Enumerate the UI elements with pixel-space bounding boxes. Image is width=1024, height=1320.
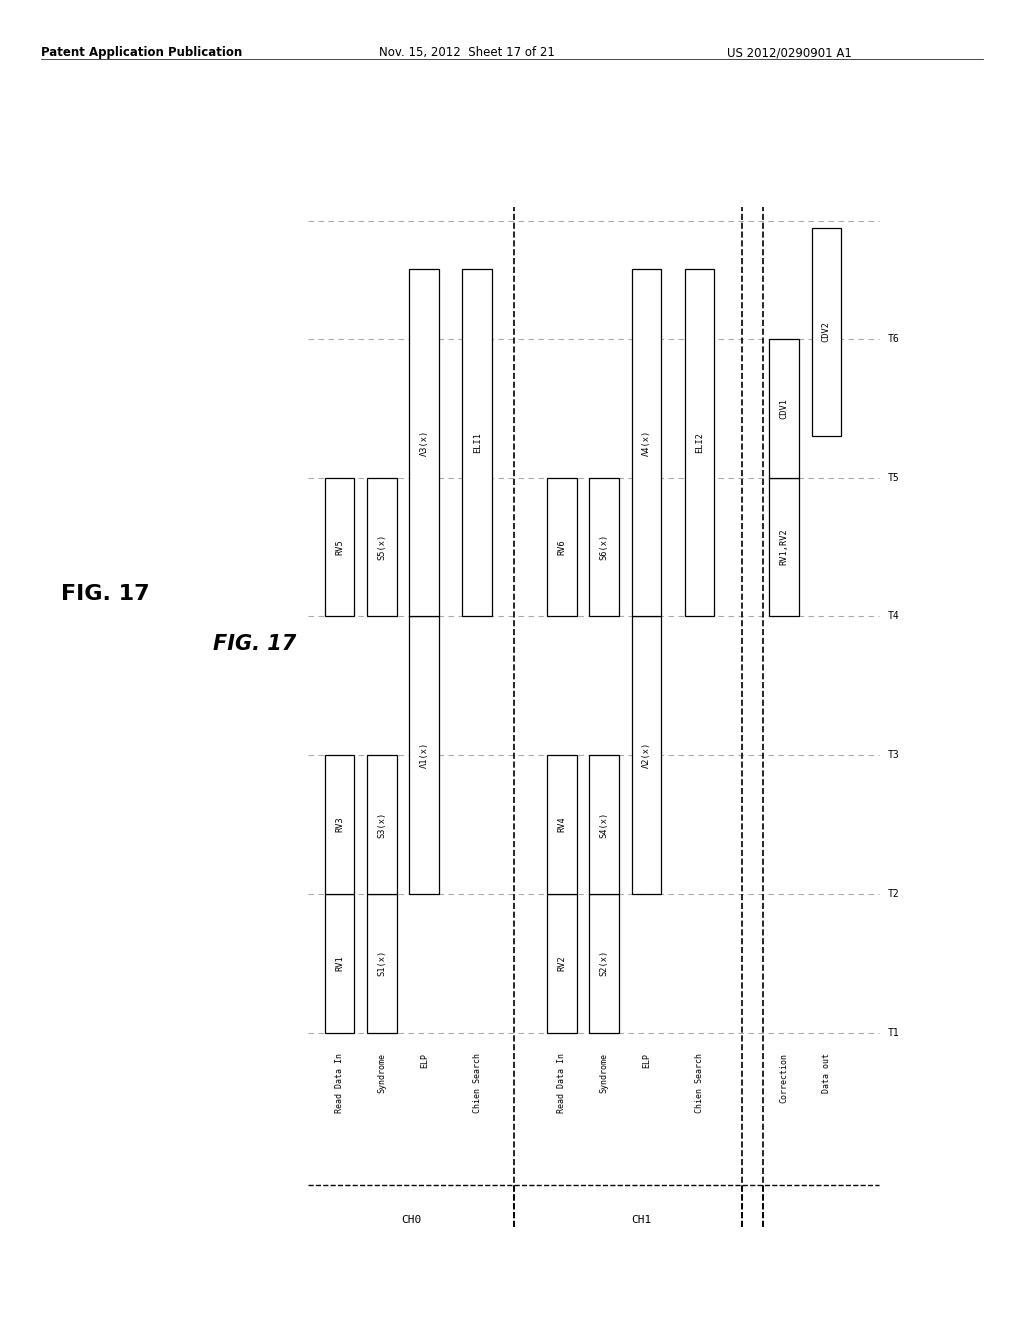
Bar <box>410 616 439 894</box>
Text: FIG. 17: FIG. 17 <box>61 583 151 605</box>
Text: RV6: RV6 <box>557 539 566 554</box>
Text: S2(x): S2(x) <box>600 950 608 977</box>
Bar <box>325 894 354 1032</box>
Text: FIG. 17: FIG. 17 <box>213 634 297 655</box>
Text: T3: T3 <box>888 750 899 760</box>
Text: US 2012/0290901 A1: US 2012/0290901 A1 <box>727 46 852 59</box>
Bar <box>590 894 618 1032</box>
Text: Patent Application Publication: Patent Application Publication <box>41 46 243 59</box>
Bar <box>325 755 354 894</box>
Bar <box>547 478 577 616</box>
Text: CH1: CH1 <box>631 1214 651 1225</box>
Text: ELI2: ELI2 <box>695 433 703 453</box>
Bar <box>632 616 662 894</box>
Text: CDV1: CDV1 <box>779 397 788 418</box>
Text: S3(x): S3(x) <box>378 812 386 838</box>
Text: S4(x): S4(x) <box>600 812 608 838</box>
Text: CH0: CH0 <box>401 1214 421 1225</box>
Bar <box>590 755 618 894</box>
Bar <box>410 269 439 616</box>
Text: Λ1(x): Λ1(x) <box>420 742 429 768</box>
Bar <box>685 269 714 616</box>
Text: CDV2: CDV2 <box>822 321 830 342</box>
Text: Data out: Data out <box>822 1053 830 1093</box>
Text: ELI1: ELI1 <box>473 433 481 453</box>
Text: Syndrome: Syndrome <box>600 1053 608 1093</box>
Text: T2: T2 <box>888 888 899 899</box>
Text: Chien Search: Chien Search <box>695 1053 703 1114</box>
Text: Λ2(x): Λ2(x) <box>642 742 651 768</box>
Text: Chien Search: Chien Search <box>473 1053 481 1114</box>
Text: RV4: RV4 <box>557 817 566 833</box>
Text: ELP: ELP <box>642 1053 651 1068</box>
Text: Λ3(x): Λ3(x) <box>420 430 429 455</box>
Text: RV1: RV1 <box>335 956 344 972</box>
Bar <box>547 894 577 1032</box>
Text: RV5: RV5 <box>335 539 344 554</box>
Text: T4: T4 <box>888 611 899 622</box>
Bar <box>463 269 492 616</box>
Text: RV2: RV2 <box>557 956 566 972</box>
Text: ELP: ELP <box>420 1053 429 1068</box>
Text: S1(x): S1(x) <box>378 950 386 977</box>
Text: S5(x): S5(x) <box>378 533 386 560</box>
Bar <box>368 894 396 1032</box>
Text: T5: T5 <box>888 473 899 483</box>
Bar <box>368 478 396 616</box>
Text: Syndrome: Syndrome <box>378 1053 386 1093</box>
Text: Read Data In: Read Data In <box>335 1053 344 1114</box>
Text: Correction: Correction <box>779 1053 788 1104</box>
Text: Nov. 15, 2012  Sheet 17 of 21: Nov. 15, 2012 Sheet 17 of 21 <box>379 46 555 59</box>
Bar <box>769 478 799 616</box>
Bar <box>769 339 799 478</box>
Bar <box>368 755 396 894</box>
Bar <box>590 478 618 616</box>
Bar <box>632 269 662 616</box>
Bar <box>547 755 577 894</box>
Text: Read Data In: Read Data In <box>557 1053 566 1114</box>
Bar <box>325 478 354 616</box>
Bar <box>812 228 841 436</box>
Text: S6(x): S6(x) <box>600 533 608 560</box>
Text: T6: T6 <box>888 334 899 343</box>
Text: RV3: RV3 <box>335 817 344 833</box>
Text: Λ4(x): Λ4(x) <box>642 430 651 455</box>
Text: T1: T1 <box>888 1028 899 1038</box>
Text: RV1,RV2: RV1,RV2 <box>779 528 788 565</box>
